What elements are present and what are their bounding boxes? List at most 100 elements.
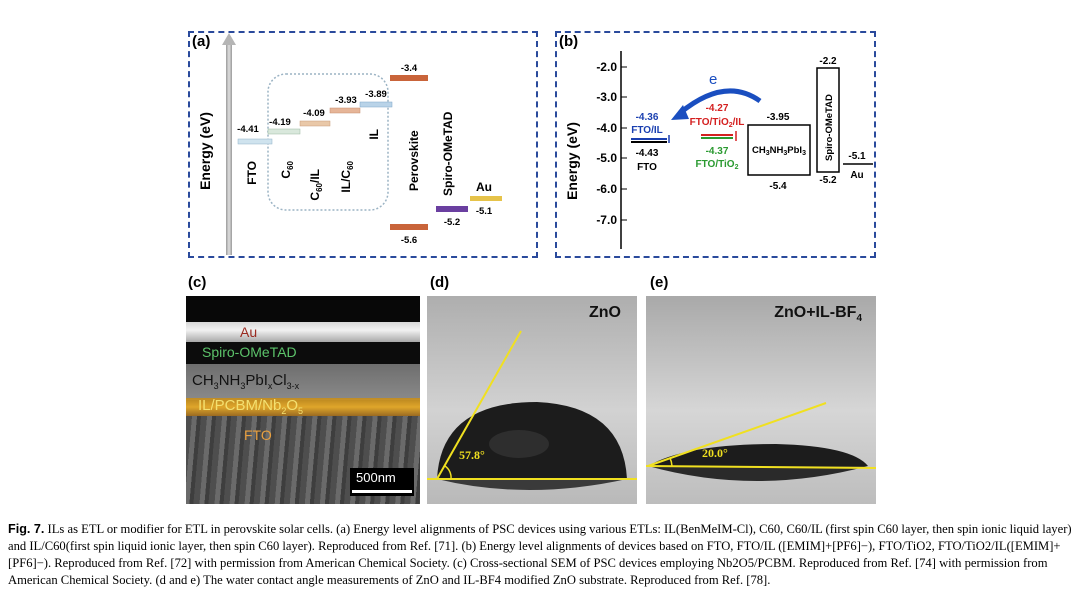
sem-image: Au Spiro-OMeTAD CH3NH3PbIxCl3-x IL/PCBM/… (186, 296, 420, 504)
au-value-b: -5.1 (848, 151, 866, 162)
panel-b-ylabel: Energy (eV) (564, 122, 580, 200)
figure-number: Fig. 7. (8, 522, 45, 536)
contact-angle-zno: ZnO 57.8° (427, 296, 637, 504)
energy-axis-arrow (222, 33, 236, 45)
perovskite-lumo-level (390, 75, 428, 81)
electron-arrow (678, 88, 762, 115)
spiro-level (436, 206, 468, 212)
zno-il-droplet-mirror (648, 466, 868, 481)
panel-a-diagram: Energy (eV) -4.41 FTO -4.19 C60 -4.09 C6… (197, 33, 502, 255)
sem-etl-label: IL/PCBM/Nb2O5 (198, 397, 304, 416)
panel-a-label: (a) (192, 33, 211, 50)
electron-label: e (709, 71, 717, 88)
il-c60-level (329, 107, 361, 114)
sem-top-dark (186, 296, 420, 324)
panel-b-label: (b) (559, 33, 579, 50)
tick-m7: -7.0 (596, 213, 617, 227)
sem-au-label: Au (240, 324, 258, 340)
perov-bottom-value: -5.4 (769, 181, 787, 192)
spiro-label: Spiro-OMeTAD (441, 111, 455, 196)
panel-b-diagram: Energy (eV) -2.0 -3.0 -4.0 -5.0 -6.0 -7.… (564, 51, 873, 249)
spiro-value: -5.2 (444, 217, 460, 228)
spiro-top-value: -2.2 (819, 56, 837, 67)
fto-value: -4.43 (636, 148, 659, 159)
fto-level (237, 138, 273, 145)
sem-spiro-layer (186, 342, 420, 364)
electron-arrowhead (671, 105, 689, 120)
zno-angle-arc (444, 465, 452, 480)
zno-sample-label: ZnO (589, 304, 621, 321)
fto-tio2-il-name: FTO/TiO2/IL (690, 117, 745, 129)
zno-il-droplet (648, 444, 868, 466)
spiro-bottom-value: -5.2 (819, 175, 837, 186)
zno-il-angle-arc (669, 457, 673, 467)
fto-value: -4.41 (237, 124, 259, 135)
zno-il-baseline (646, 465, 876, 469)
sem-etl-layer (186, 398, 420, 416)
perov-name: CH3NH3PbI3 (752, 145, 806, 157)
caption-text: ILs as ETL or modifier for ETL in perovs… (8, 522, 1072, 587)
zno-droplet-svg (427, 330, 637, 490)
panel-c-label: (c) (188, 274, 207, 291)
zno-il-angle-label: 20.0° (702, 446, 728, 460)
contact-angle-zno-il: ZnO+IL-BF4 20.0° (646, 296, 876, 504)
tick-m5: -5.0 (596, 151, 617, 165)
zno-il-sample-label: ZnO+IL-BF4 (774, 304, 862, 325)
panel-b-ticks: -2.0 -3.0 -4.0 -5.0 -6.0 -7.0 (596, 60, 627, 227)
au-label: Au (476, 180, 492, 194)
fto-il-name: FTO/IL (631, 125, 662, 136)
fto-label: FTO (245, 161, 259, 185)
sem-scale-bar (352, 490, 412, 493)
zno-il-tangent (647, 402, 827, 467)
c60-label: C60 (279, 160, 295, 178)
zno-droplet-mirror (437, 479, 627, 490)
zno-angle-label: 57.8° (459, 448, 485, 462)
fto-tio2-value: -4.37 (706, 146, 729, 157)
tick-m6: -6.0 (596, 182, 617, 196)
sem-perov-label: CH3NH3PbIxCl3-x (192, 372, 300, 391)
perovskite-homo-level (390, 224, 428, 230)
spiro-box (816, 67, 840, 173)
c60-il-value: -4.09 (303, 108, 325, 119)
perovskite-label: Perovskite (407, 130, 421, 191)
au-name-b: Au (850, 170, 863, 181)
il-c60-value: -3.93 (335, 95, 357, 106)
tick-m4: -4.0 (596, 121, 617, 135)
spiro-name: Spiro-OMeTAD (824, 94, 835, 161)
sem-spiro-label: Spiro-OMeTAD (202, 344, 297, 360)
zno-droplet-reflection (489, 430, 549, 458)
panel-d-label: (d) (430, 274, 450, 291)
zno-tangent (436, 330, 522, 480)
au-value: -5.1 (476, 206, 493, 217)
sem-fto-label: FTO (244, 427, 272, 443)
sem-au-layer (186, 322, 420, 342)
il-value: -3.89 (365, 89, 387, 100)
fto-il-value: -4.36 (636, 112, 659, 123)
c60-value: -4.19 (269, 117, 291, 128)
panel-a-frame (188, 31, 538, 258)
sem-perov-layer (186, 364, 420, 400)
fto-name: FTO (637, 162, 657, 173)
panel-e-label: (e) (650, 274, 669, 291)
il-level (359, 101, 393, 108)
fto-tio2-name: FTO/TiO2 (696, 159, 739, 171)
tick-m3: -3.0 (596, 90, 617, 104)
zno-il-droplet-svg (646, 402, 876, 481)
perovskite-box (747, 124, 811, 176)
fto-tio2-il-value: -4.27 (706, 103, 729, 114)
perovskite-homo-value: -5.6 (401, 235, 417, 246)
c60-level (267, 128, 301, 135)
panel-a-ylabel: Energy (eV) (197, 112, 213, 190)
il-c60-label: IL/C60 (339, 160, 355, 192)
au-level (470, 196, 502, 201)
figure-caption: Fig. 7. ILs as ETL or modifier for ETL i… (8, 521, 1072, 589)
il-label: IL (367, 129, 381, 140)
perovskite-lumo-value: -3.4 (401, 63, 418, 74)
etl-group-box (267, 73, 389, 211)
energy-axis (226, 43, 232, 255)
tick-m2: -2.0 (596, 60, 617, 74)
c60-il-level (299, 120, 331, 127)
c60-il-label: C60/IL (308, 169, 324, 201)
perov-top-value: -3.95 (767, 112, 790, 123)
panel-b-frame (555, 31, 876, 258)
